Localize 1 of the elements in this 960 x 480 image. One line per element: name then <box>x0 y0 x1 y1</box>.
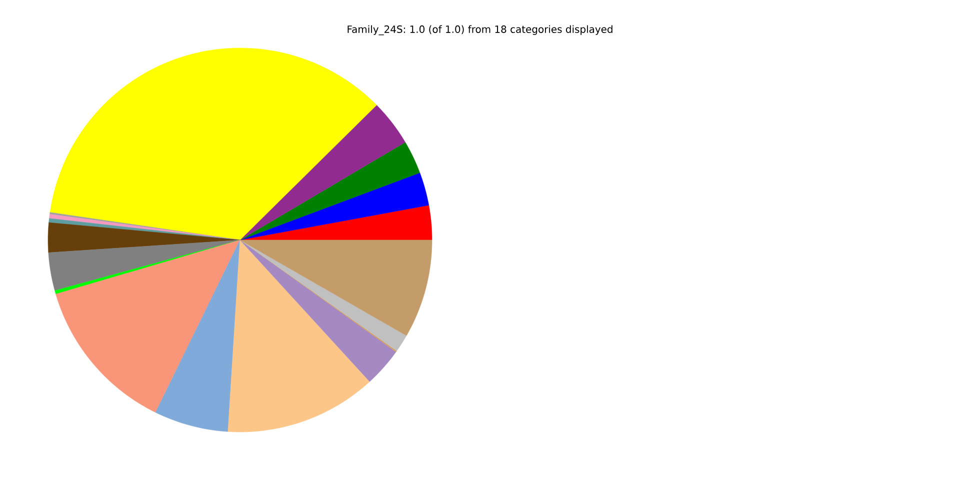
text: Family_24S: 1.0 (of 1.0) from 18 categories displayed <box>348 25 612 36</box>
